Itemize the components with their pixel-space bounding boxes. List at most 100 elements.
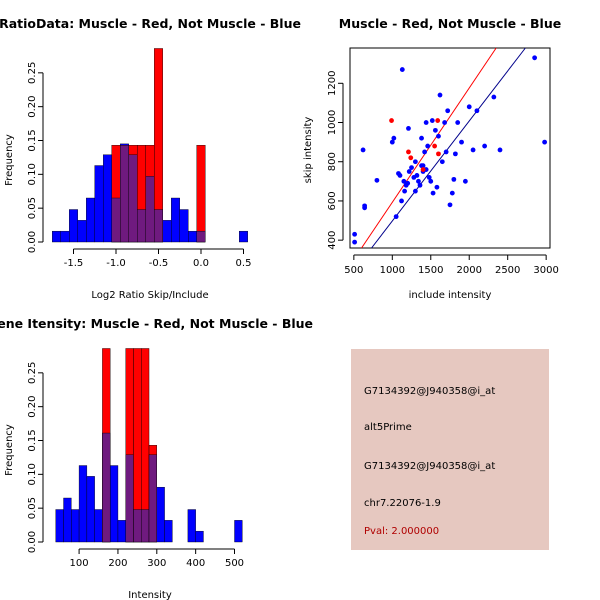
not-muscle-point	[449, 190, 455, 196]
ratio-blue-bar	[69, 209, 78, 243]
muscle-point	[436, 151, 441, 157]
not-muscle-point	[419, 135, 424, 141]
not-muscle-point	[532, 55, 538, 61]
not-muscle-point	[443, 149, 449, 155]
not-muscle-point	[455, 120, 461, 125]
ratio-x-tick-label: 0.5	[236, 258, 252, 269]
ratio-x-tick-label: -1.5	[64, 258, 84, 269]
not-muscle-point	[425, 143, 431, 149]
gene-blue-bar	[195, 530, 204, 543]
not-muscle-point	[447, 202, 453, 208]
ratio-x-tick-label: -1.0	[106, 258, 126, 269]
not-muscle-point	[442, 120, 448, 125]
ratio-blue-bar	[171, 197, 180, 243]
ratio-y-tick-label: 0.20	[27, 96, 38, 118]
not-muscle-point	[389, 139, 395, 145]
not-muscle-point	[397, 173, 403, 178]
ratio-overlap-bar	[196, 230, 206, 243]
not-muscle-point	[362, 205, 368, 211]
not-muscle-point	[406, 169, 412, 174]
intensity-scatter: Muscle - Red, Not Muscle - Blue 500 1000 1…	[303, 16, 561, 301]
ratio-blue-bar	[179, 209, 189, 243]
muscle-point	[432, 143, 438, 149]
gene-blue-bar	[78, 465, 88, 543]
ratio-overlap-bar	[137, 209, 146, 243]
muscle-point	[389, 118, 394, 123]
gene-y-tick-label: 0.15	[27, 429, 38, 451]
ratio-x-tick-label: 0.0	[193, 258, 209, 269]
ratio-y-tick-label: 0.00	[27, 231, 38, 253]
not-muscle-point	[360, 147, 366, 153]
ratio-blue-bar	[239, 230, 248, 243]
ratio-overlap-bar	[154, 209, 163, 243]
ratio-x-tick-label: -0.5	[149, 258, 169, 269]
gene-y-tick-label: 0.25	[27, 362, 38, 384]
scatter-plot-box	[349, 47, 551, 249]
not-muscle-point	[422, 149, 428, 155]
muscle-point	[408, 155, 414, 161]
gene-blue-bar	[156, 486, 165, 543]
gene-blue-bar	[109, 465, 119, 543]
gene-blue-bar	[234, 520, 243, 543]
not-muscle-point	[419, 163, 424, 169]
gene-blue-bar	[63, 497, 72, 543]
not-muscle-point	[466, 104, 472, 110]
scatter-y-tick-label: 600	[327, 191, 338, 210]
not-muscle-point	[414, 173, 420, 178]
scatter-y-tick-label: 800	[327, 152, 338, 171]
not-muscle-point	[401, 178, 407, 184]
not-muscle-point	[542, 139, 548, 145]
pval-text: Pval: 2.000000	[364, 526, 440, 537]
not-muscle-point	[409, 165, 414, 171]
gene-x-tick-label: 300	[147, 558, 166, 569]
gene-x-tick-label: 400	[186, 558, 205, 569]
gene-overlap-bar	[102, 432, 111, 543]
ratio-histogram-ylabel: Frequency	[4, 134, 15, 186]
gene-blue-bar	[117, 520, 126, 543]
ratio-histogram: RatioData: Muscle - Red, Not Muscle - Bl…	[0, 16, 301, 301]
ratio-blue-bar	[52, 230, 61, 243]
gene-histogram-axes: 100 200 300 400 500 0.00 0.05 0.10 0.15 0.20 0.25	[27, 362, 244, 569]
not-muscle-point	[352, 239, 358, 245]
not-muscle-point	[423, 120, 429, 125]
gene-y-tick-label: 0.00	[27, 531, 38, 553]
not-muscle-point	[405, 180, 411, 186]
ratio-y-tick-label: 0.15	[27, 129, 38, 151]
scatter-x-tick-label: 1500	[418, 265, 443, 276]
event-type: alt5Prime	[364, 422, 412, 433]
gene-blue-bar	[86, 476, 95, 543]
not-muscle-point	[393, 214, 399, 220]
ratio-histogram-axes: -1.5 -1.0 -0.5 0.0 0.5 0.00 0.05 0.10 0.15 0.20 0.…	[27, 62, 251, 269]
not-muscle-point	[428, 178, 434, 184]
not-muscle-point	[429, 118, 435, 123]
not-muscle-point	[432, 127, 438, 133]
ratio-blue-bar	[94, 165, 104, 243]
not-muscle-point	[445, 108, 451, 114]
gene-blue-bar	[164, 520, 173, 543]
muscle-point	[435, 118, 441, 123]
not-muscle-point	[417, 182, 423, 188]
not-muscle-point	[416, 178, 421, 184]
probe-id: G7134392@J940358@i_at	[364, 386, 496, 397]
ratio-blue-bar	[162, 220, 172, 243]
scatter-xlabel: include intensity	[409, 290, 492, 301]
not-muscle-point	[459, 139, 464, 145]
not-muscle-point	[474, 108, 480, 114]
not-muscle-point	[451, 176, 457, 182]
gene-y-tick-label: 0.20	[27, 396, 38, 418]
muscle-point	[406, 149, 411, 155]
gene-histogram-xlabel: Intensity	[128, 590, 172, 600]
not-muscle-point	[412, 188, 418, 194]
ratio-histogram-bars	[52, 48, 248, 243]
gene-blue-bar	[187, 509, 196, 543]
ratio-blue-bar	[60, 230, 70, 243]
gene-x-tick-label: 100	[70, 558, 89, 569]
scatter-ylabel: skip intensity	[303, 117, 314, 184]
not-muscle-point	[470, 147, 476, 153]
muscle-point	[420, 167, 426, 172]
ratio-blue-bar	[103, 154, 112, 243]
ratio-overlap-bar	[145, 176, 155, 243]
ratio-blue-bar	[188, 230, 197, 243]
gene-x-tick-label: 500	[225, 558, 244, 569]
